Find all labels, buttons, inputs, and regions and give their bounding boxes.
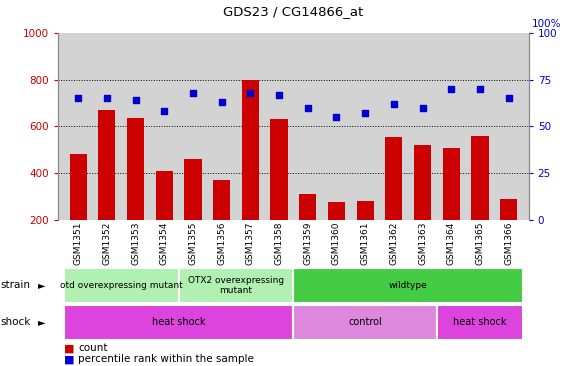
Point	[74, 95, 83, 101]
Text: count: count	[78, 343, 108, 354]
Point	[274, 92, 284, 97]
Point	[332, 114, 341, 120]
Bar	[64, 305, 293, 340]
Text: GSM1362: GSM1362	[389, 222, 399, 265]
Text: ■: ■	[64, 343, 74, 354]
Bar	[443, 149, 460, 220]
Text: shock: shock	[1, 317, 31, 327]
Text: GSM1359: GSM1359	[303, 222, 312, 265]
Text: GSM1365: GSM1365	[475, 222, 485, 265]
Bar	[385, 137, 403, 220]
Bar	[64, 268, 178, 303]
Bar	[414, 145, 431, 220]
Text: GSM1366: GSM1366	[504, 222, 513, 265]
Text: OTX2 overexpressing
mutant: OTX2 overexpressing mutant	[188, 276, 284, 295]
Bar	[357, 201, 374, 220]
Text: percentile rank within the sample: percentile rank within the sample	[78, 354, 254, 365]
Text: GSM1357: GSM1357	[246, 222, 255, 265]
Bar	[127, 118, 144, 220]
Bar	[156, 171, 173, 220]
Text: 100%: 100%	[532, 19, 561, 29]
Text: otd overexpressing mutant: otd overexpressing mutant	[60, 281, 182, 290]
Text: heat shock: heat shock	[453, 317, 507, 327]
Bar	[270, 119, 288, 220]
Bar	[70, 154, 87, 220]
Bar	[98, 110, 116, 220]
Text: GSM1351: GSM1351	[74, 222, 83, 265]
Point	[160, 108, 169, 114]
Text: GSM1354: GSM1354	[160, 222, 168, 265]
Text: GSM1364: GSM1364	[447, 222, 456, 265]
Point	[447, 86, 456, 92]
Bar	[328, 202, 345, 220]
Text: GSM1355: GSM1355	[188, 222, 198, 265]
Text: GSM1358: GSM1358	[275, 222, 284, 265]
Text: ►: ►	[38, 317, 45, 327]
Text: ■: ■	[64, 354, 74, 365]
Text: GSM1352: GSM1352	[102, 222, 112, 265]
Text: ►: ►	[38, 280, 45, 291]
Point	[475, 86, 485, 92]
Text: wildtype: wildtype	[389, 281, 428, 290]
Point	[131, 97, 140, 103]
Point	[188, 90, 198, 96]
Bar	[178, 268, 293, 303]
Bar	[293, 305, 437, 340]
Text: GSM1361: GSM1361	[361, 222, 370, 265]
Point	[360, 110, 370, 116]
Text: strain: strain	[1, 280, 31, 291]
Bar	[293, 268, 523, 303]
Point	[418, 105, 427, 111]
Bar	[184, 159, 202, 220]
Text: control: control	[348, 317, 382, 327]
Bar	[213, 180, 230, 220]
Text: GDS23 / CG14866_at: GDS23 / CG14866_at	[223, 5, 364, 18]
Bar	[242, 80, 259, 220]
Text: GSM1363: GSM1363	[418, 222, 427, 265]
Point	[102, 95, 112, 101]
Text: GSM1356: GSM1356	[217, 222, 226, 265]
Text: GSM1353: GSM1353	[131, 222, 140, 265]
Bar	[500, 199, 517, 220]
Point	[246, 90, 255, 96]
Point	[217, 99, 227, 105]
Bar	[471, 136, 489, 220]
Text: heat shock: heat shock	[152, 317, 205, 327]
Point	[389, 101, 399, 107]
Point	[504, 95, 513, 101]
Bar	[437, 305, 523, 340]
Bar	[299, 194, 317, 220]
Text: GSM1360: GSM1360	[332, 222, 341, 265]
Point	[303, 105, 313, 111]
